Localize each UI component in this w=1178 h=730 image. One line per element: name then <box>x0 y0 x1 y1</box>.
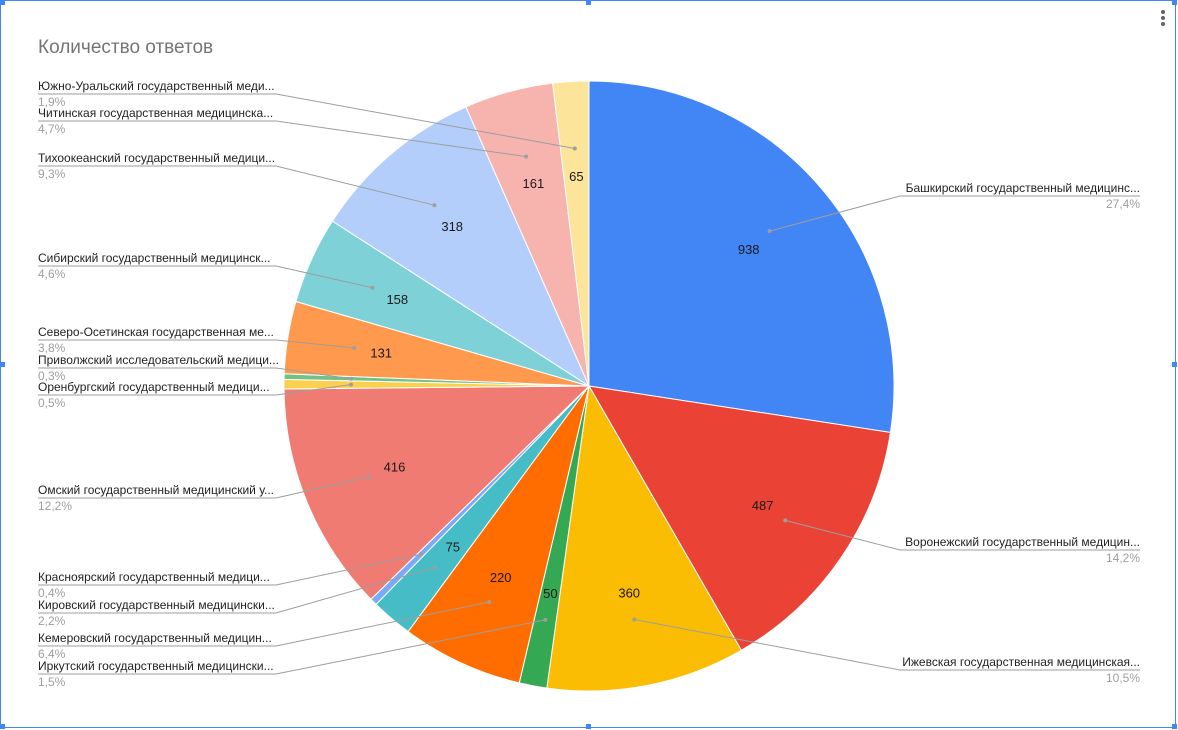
leader-line <box>275 367 352 380</box>
leader-line <box>634 619 901 671</box>
slice-name-label: Ижевская государственная медицинская... <box>902 655 1140 669</box>
leader-dot <box>487 600 492 604</box>
slice-value-label: 360 <box>618 586 640 601</box>
slice-name-label: Омский государственный медицинский у... <box>38 483 274 497</box>
slice-name-label: Южно-Уральский государственный меди... <box>38 79 275 93</box>
leader-dot <box>352 346 357 350</box>
slice-percent-label: 2,2% <box>38 614 66 628</box>
slice-value-label: 938 <box>738 242 760 257</box>
slice-name-label: Башкирский государственный медицинс... <box>906 181 1140 195</box>
leader-dot <box>543 617 548 622</box>
slice-name-label: Красноярский государственный медици... <box>38 570 270 584</box>
slice-percent-label: 4,7% <box>38 122 66 136</box>
leader-dot <box>767 229 772 234</box>
leader-dot <box>418 552 423 557</box>
slice-name-label: Кировский государственный медицински... <box>38 598 275 612</box>
leader-line <box>275 601 490 647</box>
leader-line <box>275 553 422 586</box>
pie-slice[interactable] <box>552 80 590 387</box>
pie-slice[interactable] <box>407 385 590 684</box>
slice-name-label: Приволжский исследовательский медици... <box>38 353 279 367</box>
pie-slice[interactable] <box>283 385 591 600</box>
leader-line <box>275 265 373 289</box>
leader-line <box>275 93 575 149</box>
slice-percent-label: 27,4% <box>1106 197 1140 211</box>
resize-handle-top-left[interactable] <box>0 0 5 5</box>
pie-slice[interactable] <box>546 384 742 692</box>
slice-value-label: 158 <box>386 292 408 307</box>
slice-percent-label: 3,8% <box>38 341 66 355</box>
resize-handle-bottom-center[interactable] <box>586 724 591 729</box>
slice-value-label: 50 <box>543 586 557 601</box>
slice-percent-label: 1,9% <box>38 95 66 109</box>
slice-value-label: 416 <box>384 459 406 474</box>
leader-line <box>275 566 436 614</box>
leader-dot <box>349 382 354 387</box>
slice-value-label: 487 <box>752 498 774 513</box>
resize-handle-top-right[interactable] <box>1172 0 1177 5</box>
slice-percent-label: 0,3% <box>38 369 66 383</box>
slice-value-label: 220 <box>490 570 512 585</box>
leader-line <box>275 339 355 349</box>
slice-name-label: Северо-Осетинская государственная ме... <box>38 325 274 339</box>
leader-line <box>275 476 370 499</box>
pie-slice[interactable] <box>331 106 591 388</box>
slice-percent-label: 10,5% <box>1106 671 1140 685</box>
resize-handle-top-center[interactable] <box>586 0 591 5</box>
leader-line <box>275 120 527 158</box>
slice-percent-label: 1,5% <box>38 675 66 689</box>
resize-handle-middle-left[interactable] <box>0 362 5 367</box>
slice-name-label: Оренбургский государственный медици... <box>38 380 270 394</box>
slice-percent-label: 6,4% <box>38 647 66 661</box>
resize-handle-bottom-right[interactable] <box>1172 724 1177 729</box>
slice-name-label: Тихоокеанский государственный медици... <box>38 151 275 165</box>
leader-dot <box>370 285 375 290</box>
slice-name-label: Сибирский государственный медицинск... <box>38 251 271 265</box>
slice-value-label: 65 <box>569 169 583 184</box>
leader-dot <box>524 154 529 159</box>
slice-percent-label: 4,6% <box>38 267 66 281</box>
resize-handle-middle-right[interactable] <box>1172 362 1177 367</box>
slice-name-label: Читинская государственная медицинска... <box>38 106 273 120</box>
leader-line <box>275 384 352 396</box>
slice-value-label: 131 <box>370 345 392 360</box>
leader-dot <box>367 474 372 479</box>
leader-dot <box>432 203 437 208</box>
leader-dot <box>783 518 788 523</box>
chart-title: Количество ответов <box>38 37 213 58</box>
leader-dot <box>572 146 577 151</box>
pie-slice[interactable] <box>588 80 895 434</box>
slice-percent-label: 0,4% <box>38 586 66 600</box>
leader-line <box>275 619 546 675</box>
leader-dot <box>349 376 354 381</box>
leader-line <box>785 519 901 551</box>
slice-percent-label: 0,5% <box>38 396 66 410</box>
leader-dot <box>433 565 437 570</box>
more-options-icon[interactable] <box>1154 8 1172 28</box>
slice-value-label: 75 <box>446 539 460 554</box>
pie-slice[interactable] <box>588 385 892 651</box>
resize-handle-bottom-left[interactable] <box>0 724 5 729</box>
leader-line <box>769 195 901 232</box>
leader-line <box>275 165 435 206</box>
slice-value-label: 161 <box>523 176 545 191</box>
slice-name-label: Кемеровский государственный медицин... <box>38 631 272 645</box>
slice-percent-label: 14,2% <box>1106 551 1140 565</box>
slice-name-label: Воронежский государственный медицин... <box>905 535 1140 549</box>
slice-percent-label: 9,3% <box>38 167 66 181</box>
slice-value-label: 318 <box>441 219 463 234</box>
slice-percent-label: 12,2% <box>38 499 72 513</box>
slice-name-label: Иркутский государственный медицински... <box>38 659 274 673</box>
leader-dot <box>632 617 637 622</box>
